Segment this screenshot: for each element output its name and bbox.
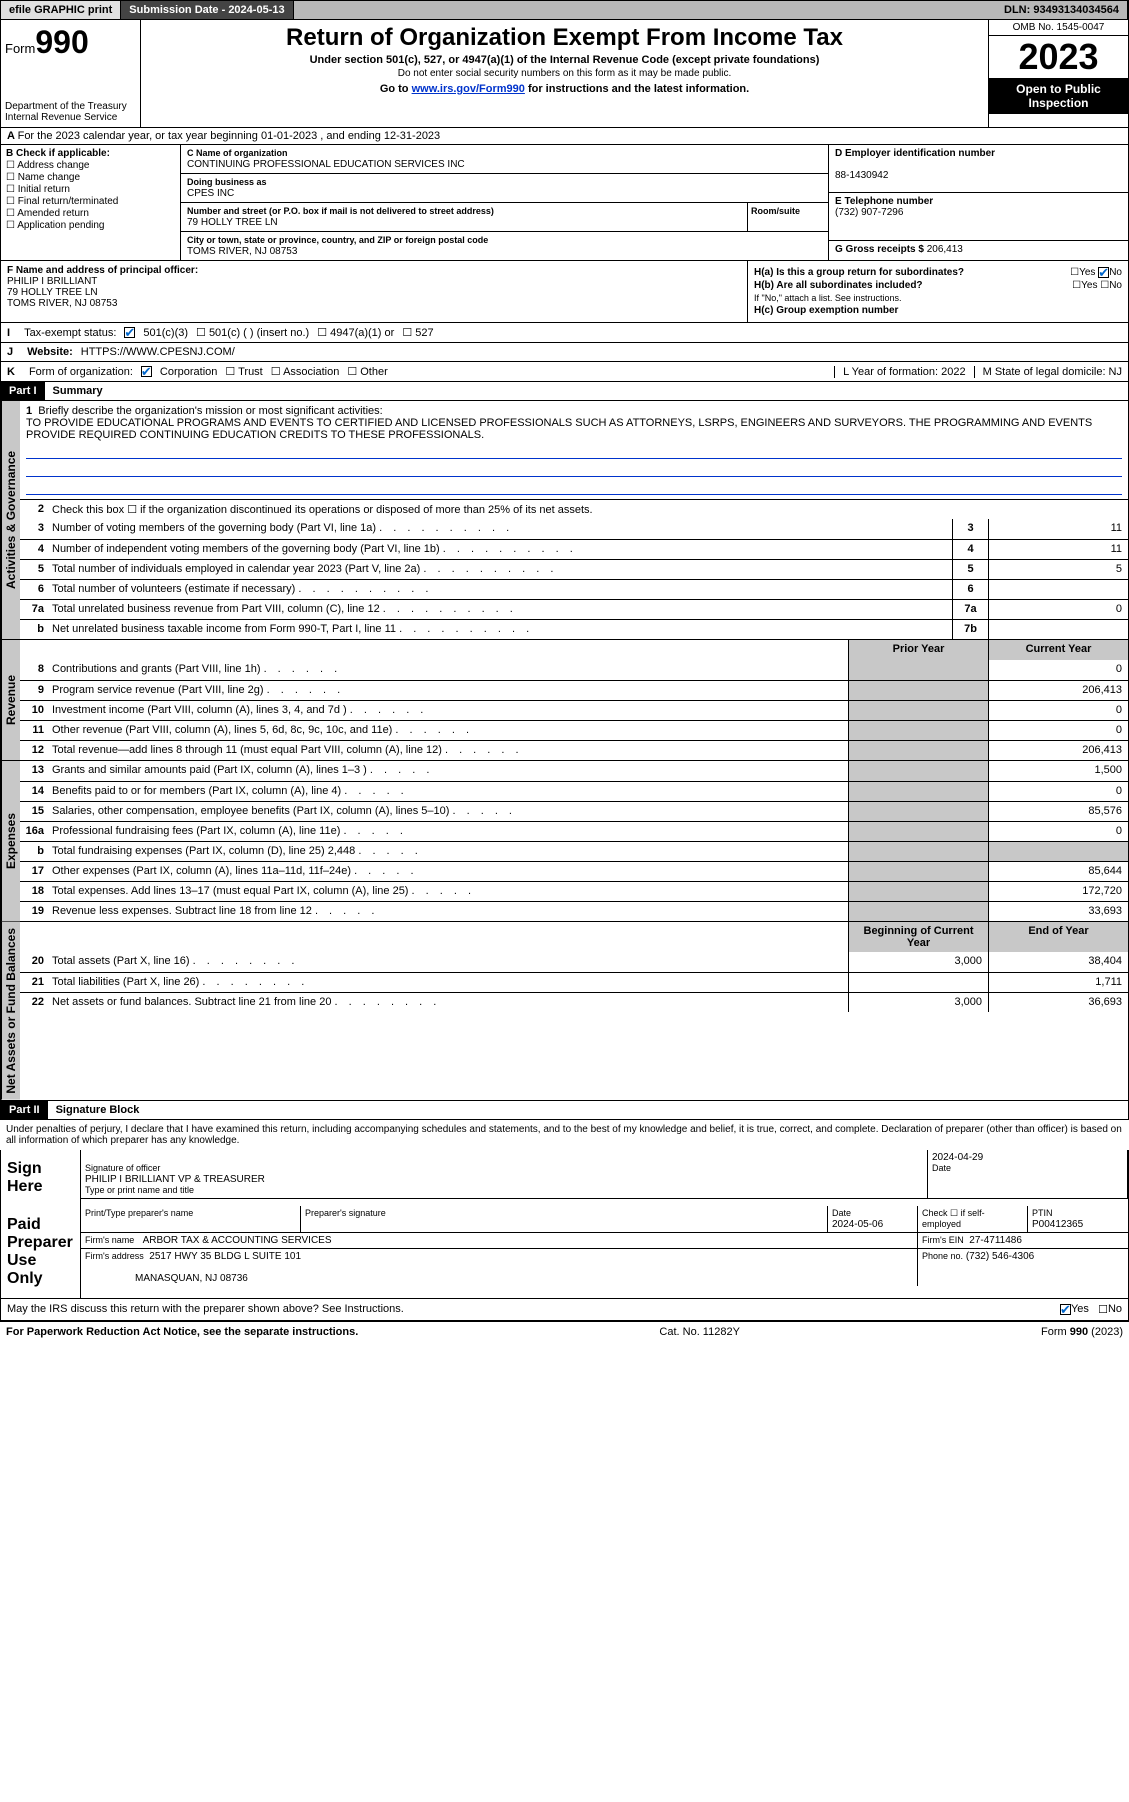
city-state-zip: TOMS RIVER, NJ 08753 [187, 246, 297, 257]
header-sub2: Do not enter social security numbers on … [145, 68, 984, 79]
part1-header: Part I Summary [0, 382, 1129, 401]
box-h: H(a) Is this a group return for subordin… [748, 261, 1128, 322]
firm-addr1: 2517 HWY 35 BLDG L SUITE 101 [149, 1251, 301, 1262]
paid-preparer-label: Paid Preparer Use Only [1, 1206, 81, 1298]
ein: 88-1430942 [835, 170, 888, 181]
ha-no-check [1098, 267, 1109, 278]
summary-line: bNet unrelated business taxable income f… [20, 619, 1128, 639]
year-formation: L Year of formation: 2022 [834, 366, 966, 378]
state-domicile: M State of legal domicile: NJ [974, 366, 1122, 378]
section-net-assets: Net Assets or Fund Balances Beginning of… [0, 922, 1129, 1101]
header-sub1: Under section 501(c), 527, or 4947(a)(1)… [145, 54, 984, 66]
part2-header: Part II Signature Block [0, 1101, 1129, 1120]
prep-date: 2024-05-06 [832, 1219, 883, 1230]
chk-address-change[interactable]: ☐ Address change [6, 160, 175, 171]
paperwork-notice: For Paperwork Reduction Act Notice, see … [6, 1326, 358, 1338]
tax-year: 2023 [989, 36, 1128, 78]
summary-line: 7aTotal unrelated business revenue from … [20, 599, 1128, 619]
firm-phone: (732) 546-4306 [966, 1251, 1034, 1262]
form-header: Form990 Department of the Treasury Inter… [0, 20, 1129, 128]
vtab-net: Net Assets or Fund Balances [1, 922, 20, 1100]
street-address: 79 HOLLY TREE LN [187, 217, 278, 228]
summary-line: 6Total number of volunteers (estimate if… [20, 579, 1128, 599]
section-expenses: Expenses 13Grants and similar amounts pa… [0, 761, 1129, 922]
footer: For Paperwork Reduction Act Notice, see … [0, 1321, 1129, 1342]
summary-line: 5Total number of individuals employed in… [20, 559, 1128, 579]
firm-name: ARBOR TAX & ACCOUNTING SERVICES [143, 1235, 332, 1246]
chk-corp[interactable] [141, 366, 152, 377]
box-b: B Check if applicable: ☐ Address change … [1, 145, 181, 260]
expense-line: 18Total expenses. Add lines 13–17 (must … [20, 881, 1128, 901]
firm-ein: 27-4711486 [969, 1235, 1022, 1246]
ptin: P00412365 [1032, 1219, 1083, 1230]
org-name: CONTINUING PROFESSIONAL EDUCATION SERVIC… [187, 159, 465, 170]
phone: (732) 907-7296 [835, 207, 903, 218]
perjury-text: Under penalties of perjury, I declare th… [0, 1120, 1129, 1150]
cat-no: Cat. No. 11282Y [659, 1326, 740, 1338]
expense-line: 13Grants and similar amounts paid (Part … [20, 761, 1128, 781]
form-ref: Form 990 (2023) [1041, 1326, 1123, 1338]
irs-link[interactable]: www.irs.gov/Form990 [412, 83, 525, 95]
omb-number: OMB No. 1545-0047 [989, 20, 1128, 36]
dept-treasury: Department of the Treasury [5, 101, 136, 112]
summary-line: 3Number of voting members of the governi… [20, 519, 1128, 539]
row-k: K Form of organization: Corporation ☐ Tr… [0, 362, 1129, 382]
discuss-yes[interactable] [1060, 1304, 1071, 1315]
firm-addr2: MANASQUAN, NJ 08736 [135, 1273, 248, 1284]
revenue-line: 8Contributions and grants (Part VIII, li… [20, 660, 1128, 680]
box-c: C Name of organization CONTINUING PROFES… [181, 145, 828, 260]
section-activities-governance: Activities & Governance 1 Briefly descri… [0, 401, 1129, 640]
row-i: I Tax-exempt status: 501(c)(3) ☐ 501(c) … [0, 323, 1129, 343]
spacer [294, 7, 996, 13]
box-d: D Employer identification number 88-1430… [828, 145, 1128, 260]
revenue-line: 10Investment income (Part VIII, column (… [20, 700, 1128, 720]
vtab-expenses: Expenses [1, 761, 20, 921]
form-title: Return of Organization Exempt From Incom… [145, 24, 984, 52]
chk-name-change[interactable]: ☐ Name change [6, 172, 175, 183]
chk-app-pending[interactable]: ☐ Application pending [6, 220, 175, 231]
top-bar: efile GRAPHIC print Submission Date - 20… [0, 0, 1129, 20]
section-f-h: F Name and address of principal officer:… [0, 261, 1129, 323]
expense-line: bTotal fundraising expenses (Part IX, co… [20, 841, 1128, 861]
expense-line: 14Benefits paid to or for members (Part … [20, 781, 1128, 801]
open-public: Open to PublicInspection [989, 78, 1128, 114]
mission-text: TO PROVIDE EDUCATIONAL PROGRAMS AND EVEN… [26, 417, 1092, 441]
discuss-row: May the IRS discuss this return with the… [0, 1299, 1129, 1321]
goto-line: Go to www.irs.gov/Form990 for instructio… [145, 83, 984, 95]
chk-initial-return[interactable]: ☐ Initial return [6, 184, 175, 195]
sig-date1: 2024-04-29 [932, 1152, 983, 1163]
chk-501c3[interactable] [124, 327, 135, 338]
line-a: A For the 2023 calendar year, or tax yea… [0, 128, 1129, 145]
revenue-line: 11Other revenue (Part VIII, column (A), … [20, 720, 1128, 740]
submission-date: Submission Date - 2024-05-13 [121, 1, 293, 19]
net-assets-line: 22Net assets or fund balances. Subtract … [20, 992, 1128, 1012]
net-assets-line: 21Total liabilities (Part X, line 26) . … [20, 972, 1128, 992]
revenue-line: 9Program service revenue (Part VIII, lin… [20, 680, 1128, 700]
section-revenue: Revenue Prior YearCurrent Year 8Contribu… [0, 640, 1129, 761]
efile-print-button[interactable]: efile GRAPHIC print [1, 1, 121, 19]
gross-receipts: 206,413 [927, 244, 963, 255]
row-j: J Website: HTTPS://WWW.CPESNJ.COM/ [0, 343, 1129, 362]
org-info-grid: B Check if applicable: ☐ Address change … [0, 145, 1129, 261]
sign-here-label: Sign Here [1, 1150, 81, 1206]
box-f: F Name and address of principal officer:… [1, 261, 748, 322]
officer-name: PHILIP I BRILLIANT VP & TREASURER [85, 1174, 265, 1185]
vtab-revenue: Revenue [1, 640, 20, 760]
summary-line: 4Number of independent voting members of… [20, 539, 1128, 559]
signature-block: Sign Here Signature of officerPHILIP I B… [0, 1150, 1129, 1299]
revenue-line: 12Total revenue—add lines 8 through 11 (… [20, 740, 1128, 760]
expense-line: 15Salaries, other compensation, employee… [20, 801, 1128, 821]
website: HTTPS://WWW.CPESNJ.COM/ [81, 346, 235, 358]
dba: CPES INC [187, 188, 234, 199]
chk-final-return[interactable]: ☐ Final return/terminated [6, 196, 175, 207]
expense-line: 16aProfessional fundraising fees (Part I… [20, 821, 1128, 841]
form-number: Form990 [5, 24, 136, 61]
expense-line: 17Other expenses (Part IX, column (A), l… [20, 861, 1128, 881]
chk-amended[interactable]: ☐ Amended return [6, 208, 175, 219]
irs-label: Internal Revenue Service [5, 112, 136, 123]
net-assets-line: 20Total assets (Part X, line 16) . . . .… [20, 952, 1128, 972]
expense-line: 19Revenue less expenses. Subtract line 1… [20, 901, 1128, 921]
vtab-ag: Activities & Governance [1, 401, 20, 639]
dln: DLN: 93493134034564 [996, 1, 1128, 19]
